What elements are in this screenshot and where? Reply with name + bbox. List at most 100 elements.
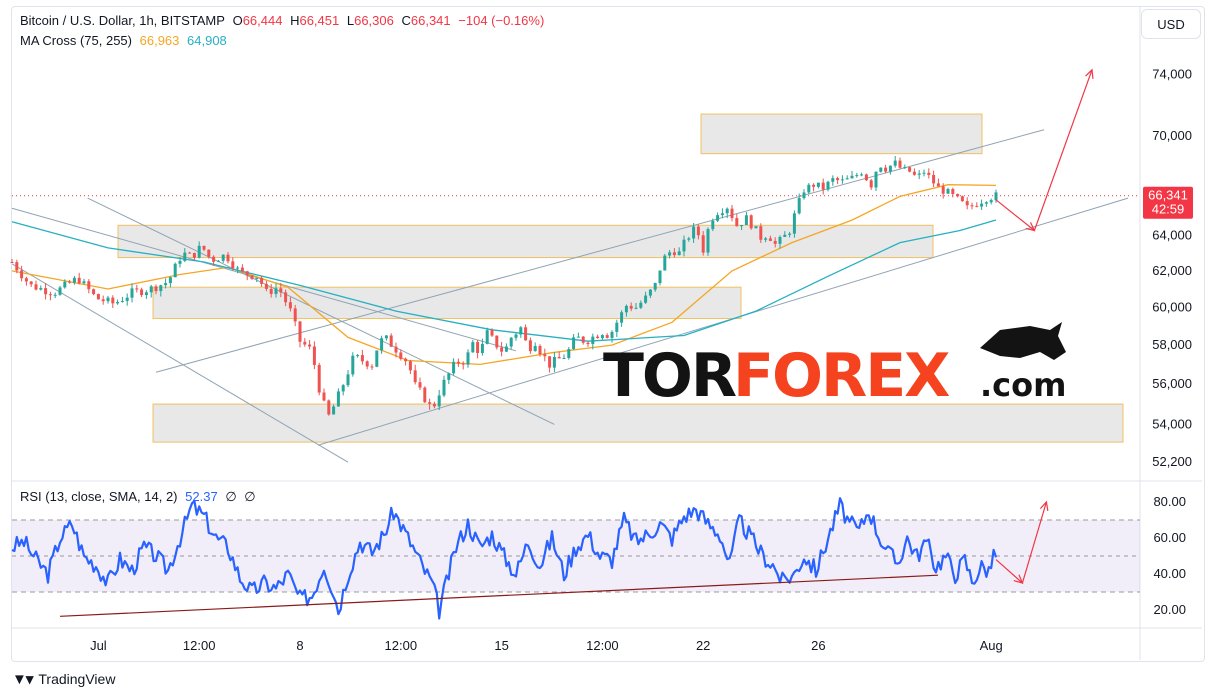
candle-body	[356, 355, 360, 357]
support-resistance-zone	[152, 286, 742, 320]
candle-body	[418, 382, 422, 388]
candle-body	[236, 267, 240, 269]
candle-body	[562, 357, 566, 359]
rsi-label[interactable]: RSI (13, close, SMA, 14, 2)	[20, 489, 178, 504]
candle-body	[524, 327, 528, 341]
footer-brand[interactable]: ▼▾ TradingView	[12, 670, 115, 688]
candle-body	[370, 366, 374, 368]
candle-body	[260, 277, 264, 284]
watermark-forex: FOREX	[733, 341, 950, 411]
candle-body	[792, 213, 796, 234]
candle-body	[389, 335, 393, 347]
candle-body	[183, 252, 187, 261]
candle-body	[495, 335, 499, 348]
candle-body	[903, 167, 907, 169]
candle-body	[197, 245, 201, 258]
candle-body	[408, 361, 412, 371]
candle-body	[956, 194, 960, 197]
candle-body	[711, 220, 715, 230]
channel-line	[87, 197, 555, 425]
ohlc-open: O66,444	[232, 13, 283, 28]
arrow-head	[1085, 68, 1094, 79]
candle-body	[471, 342, 475, 353]
symbol-title[interactable]: Bitcoin / U.S. Dollar, 1h, BITSTAMP	[20, 13, 225, 28]
ma-legend[interactable]: MA Cross (75, 255) 66,963 64,908	[20, 33, 231, 48]
candle-body	[274, 288, 278, 294]
symbol-legend[interactable]: Bitcoin / U.S. Dollar, 1h, BITSTAMP O66,…	[20, 13, 548, 28]
candle-body	[912, 171, 916, 175]
time-tick-label: 12:00	[183, 638, 216, 653]
candle-body	[581, 336, 585, 343]
candle-body	[778, 236, 782, 244]
candle-body	[461, 363, 465, 365]
candle-body	[596, 336, 600, 339]
candle-body	[764, 238, 768, 240]
candle-body	[10, 262, 14, 264]
candle-body	[951, 189, 955, 195]
candle-body	[456, 361, 460, 364]
candle-body	[504, 346, 508, 352]
candle-body	[879, 167, 883, 172]
candle-body	[485, 330, 489, 344]
ma-fast-line	[11, 184, 997, 366]
currency-button[interactable]: USD	[1141, 9, 1201, 39]
candle-body	[245, 271, 249, 276]
candle-body	[140, 289, 144, 296]
candle-body	[783, 234, 787, 237]
price-tick-label: 74,000	[1152, 66, 1192, 81]
price-tick-label: 60,000	[1152, 299, 1192, 314]
arrow-head	[1039, 500, 1049, 511]
candle-body	[591, 336, 595, 345]
time-tick-label: 15	[494, 638, 508, 653]
rsi-line	[11, 497, 998, 620]
candle-body	[725, 208, 729, 214]
candle-body	[284, 292, 288, 303]
candle-body	[332, 406, 336, 415]
ma-slow-line	[11, 219, 997, 342]
candle-body	[96, 294, 100, 300]
channel-line	[11, 263, 349, 463]
candle-body	[634, 307, 638, 309]
tradingview-label: TradingView	[38, 671, 116, 687]
support-resistance-zone	[117, 224, 934, 259]
candle-body	[72, 277, 76, 283]
candle-body	[399, 352, 403, 359]
candle-body	[941, 186, 945, 194]
candle-body	[960, 196, 964, 202]
rsi-tick-label: 20.00	[1153, 602, 1186, 617]
candle-body	[908, 167, 912, 172]
rsi-ext-1: ∅	[225, 489, 237, 504]
ma-label[interactable]: MA Cross (75, 255)	[20, 33, 132, 48]
candle-body	[404, 358, 408, 362]
candle-body	[600, 335, 604, 339]
candle-body	[269, 288, 273, 294]
candle-body	[111, 297, 115, 304]
candle-body	[82, 281, 86, 284]
candle-body	[293, 308, 297, 322]
candle-body	[514, 334, 518, 338]
price-tick-label: 52,200	[1152, 454, 1192, 469]
candle-body	[965, 201, 969, 206]
rsi-tick-label: 40.00	[1153, 566, 1186, 581]
candle-body	[716, 215, 720, 221]
candle-body	[682, 239, 686, 252]
candle-body	[447, 373, 451, 380]
candle-body	[807, 184, 811, 193]
candle-body	[48, 294, 52, 296]
candle-body	[20, 270, 24, 279]
candle-body	[437, 395, 441, 407]
candle-body	[466, 352, 470, 365]
candle-body	[855, 175, 859, 177]
candle-body	[821, 182, 825, 190]
candle-body	[639, 302, 643, 308]
candle-body	[720, 213, 724, 216]
candle-body	[946, 189, 950, 194]
time-tick-label: 8	[296, 638, 303, 653]
candle-body	[250, 275, 254, 279]
time-tick-label: Aug	[980, 638, 1003, 653]
candle-body	[932, 174, 936, 184]
rsi-legend[interactable]: RSI (13, close, SMA, 14, 2) 52.37 ∅ ∅	[20, 489, 260, 505]
watermark-dotcom: .com	[980, 366, 1066, 404]
candle-body	[668, 252, 672, 256]
